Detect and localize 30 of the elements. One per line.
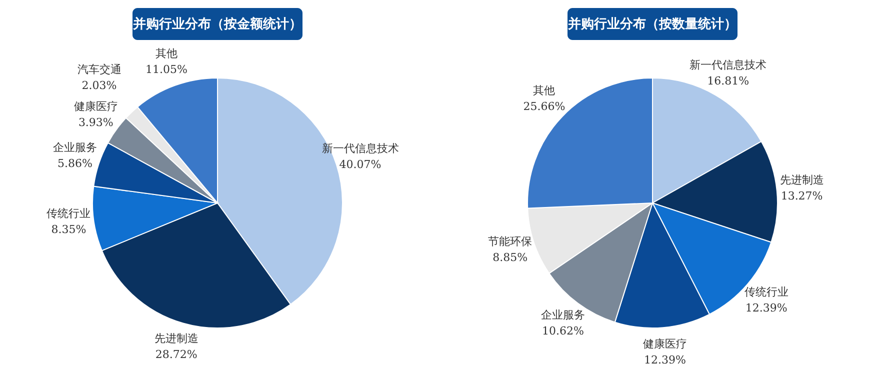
data-label: 8.35% xyxy=(51,223,86,236)
data-label: 2.03% xyxy=(82,79,117,92)
slice-label: 先进制造 xyxy=(780,173,824,186)
data-label: 5.86% xyxy=(58,157,92,170)
data-label: 12.39% xyxy=(644,353,686,366)
slice-label: 其他 xyxy=(155,46,178,60)
data-label: 25.66% xyxy=(523,100,566,114)
slice-label: 汽车交通 xyxy=(77,63,122,76)
slice-label: 健康医疗 xyxy=(74,100,118,114)
slice-label: 其他 xyxy=(533,84,556,98)
slice-label: 先进制造 xyxy=(154,332,198,346)
data-label: 12.39% xyxy=(745,302,788,315)
data-label: 16.81% xyxy=(707,74,750,88)
data-label: 13.27% xyxy=(780,189,823,202)
chart-title: 并购行业分布（按金额统计） xyxy=(132,16,302,32)
slice-label: 健康医疗 xyxy=(643,337,688,350)
slice-label: 节能环保 xyxy=(488,235,532,248)
data-label: 3.93% xyxy=(78,116,114,130)
slice-label: 企业服务 xyxy=(540,308,585,322)
data-label: 28.72% xyxy=(155,348,198,362)
chart-title: 并购行业分布（按数量统计） xyxy=(567,16,737,32)
data-label: 10.62% xyxy=(542,324,584,338)
slice-label: 企业服务 xyxy=(53,141,98,154)
slice-label: 新一代信息技术 xyxy=(322,142,399,155)
slice-label: 新一代信息技术 xyxy=(690,58,767,72)
data-label: 11.05% xyxy=(145,62,188,76)
data-label: 40.07% xyxy=(339,158,382,171)
slice-label: 传统行业 xyxy=(46,207,91,220)
slice-label: 传统行业 xyxy=(744,286,788,299)
data-label: 8.85% xyxy=(492,251,528,264)
